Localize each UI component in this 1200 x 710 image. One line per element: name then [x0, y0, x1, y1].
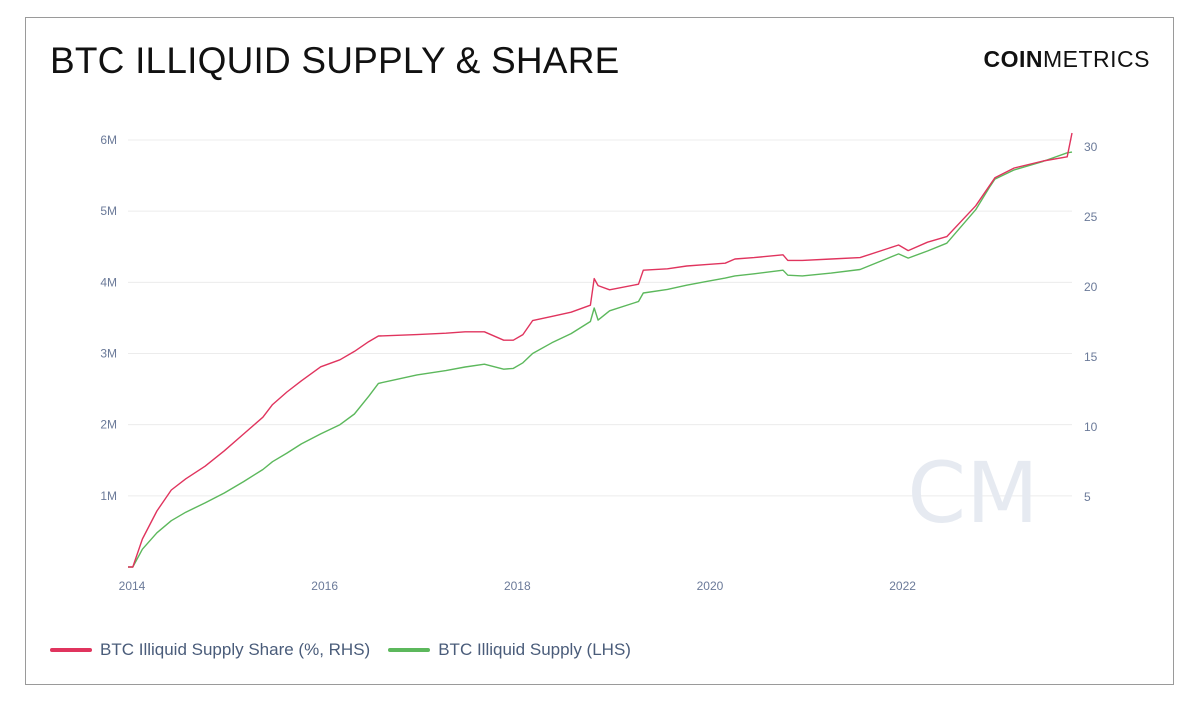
y-right-tick-label: 25 [1084, 210, 1098, 224]
series-lines [128, 132, 1073, 568]
x-tick-label: 2022 [889, 579, 916, 593]
cm-watermark: CM [907, 444, 1038, 542]
y-right-tick-label: 30 [1084, 140, 1098, 154]
y-right-tick-label: 15 [1084, 350, 1098, 364]
coinmetrics-logo: COINMETRICS [984, 46, 1151, 73]
x-tick-label: 2020 [697, 579, 724, 593]
legend-swatch-supply [388, 648, 431, 652]
series-line-supply[interactable] [128, 151, 1073, 568]
chart-card [25, 17, 1174, 685]
legend-item-supply[interactable]: BTC Illiquid Supply (LHS) [388, 640, 631, 660]
brand-light: METRICS [1043, 46, 1150, 72]
y-left-tick-label: 1M [100, 489, 117, 503]
y-right-tick-label: 10 [1084, 420, 1098, 434]
watermark-text: CM [907, 444, 1038, 542]
x-tick-label: 2018 [504, 579, 531, 593]
y-left-tick-label: 3M [100, 347, 117, 361]
y-left-tick-label: 5M [100, 204, 117, 218]
y-left-tick-label: 6M [100, 133, 117, 147]
chart-legend: BTC Illiquid Supply Share (%, RHS) BTC I… [50, 640, 649, 660]
brand-bold: COIN [983, 46, 1043, 72]
y-right-tick-label: 20 [1084, 280, 1098, 294]
y-left-tick-label: 2M [100, 418, 117, 432]
legend-label-supply: BTC Illiquid Supply (LHS) [438, 640, 631, 659]
legend-swatch-share [50, 648, 92, 652]
legend-label-share: BTC Illiquid Supply Share (%, RHS) [100, 640, 371, 659]
y-right-tick-label: 5 [1084, 490, 1091, 504]
series-line-share[interactable] [128, 132, 1073, 568]
grid-lines [128, 139, 1072, 497]
y-left-tick-label: 4M [100, 275, 117, 289]
axis-labels: 1M 2M 3M 4M 5M 6M 5 10 15 20 25 30 2014 2016 2018 2020 2… [100, 133, 1097, 593]
x-tick-label: 2016 [311, 579, 338, 593]
chart-title: BTC ILLIQUID SUPPLY & SHARE [50, 40, 620, 81]
x-tick-label: 2014 [119, 579, 146, 593]
legend-item-share[interactable]: BTC Illiquid Supply Share (%, RHS) [50, 640, 370, 660]
